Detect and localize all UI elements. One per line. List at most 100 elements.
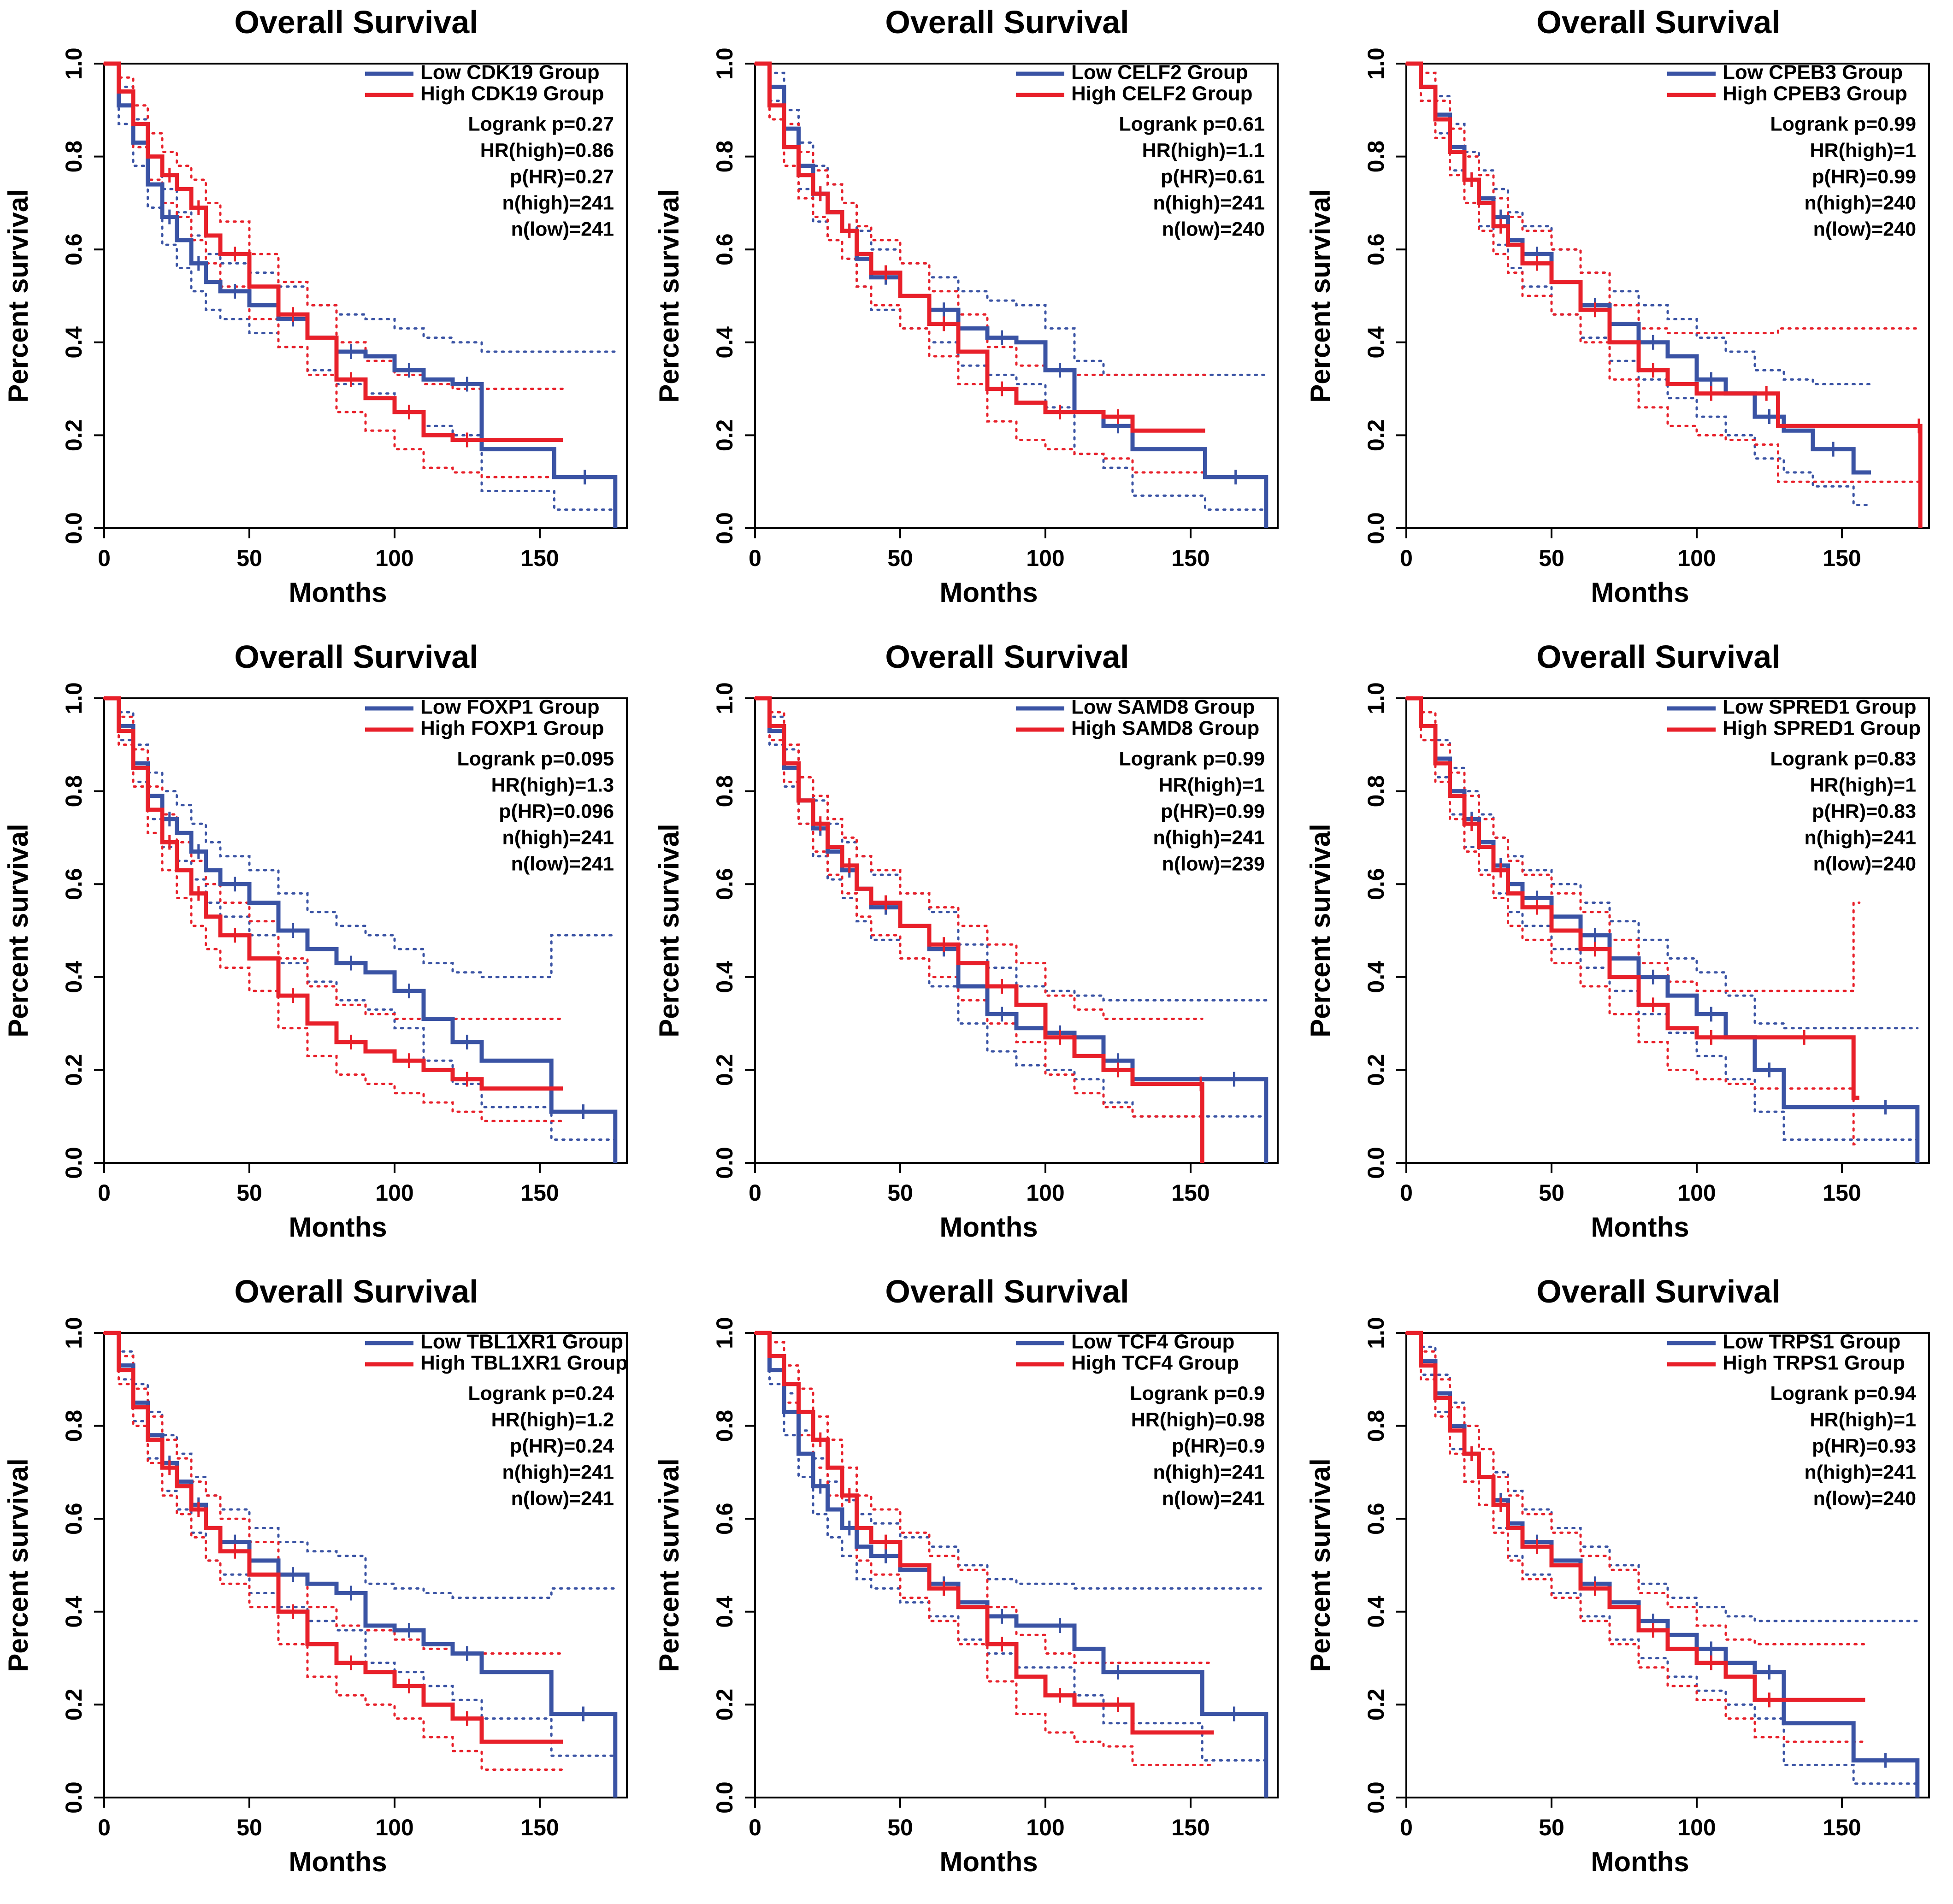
ci-lower-line xyxy=(1405,1332,1919,1785)
legend-label: Low CPEB3 Group xyxy=(1723,61,1903,84)
stat-annotation: HR(high)=0.86 xyxy=(480,139,614,161)
y-tick-label: 0.0 xyxy=(712,1147,738,1179)
x-axis-label: Months xyxy=(289,577,387,608)
stat-annotation: n(high)=241 xyxy=(502,826,614,849)
y-tick-label: 0.6 xyxy=(61,233,87,265)
survival-curve xyxy=(1406,61,1923,528)
y-tick-label: 0.2 xyxy=(712,419,738,452)
y-tick-label: 1.0 xyxy=(712,47,738,80)
y-tick-label: 1.0 xyxy=(61,47,87,80)
y-tick-label: 0.8 xyxy=(1363,141,1389,173)
ci-lower-line xyxy=(1405,62,1922,483)
y-tick-label: 0.0 xyxy=(1363,1147,1389,1179)
x-tick-label: 50 xyxy=(236,1180,262,1206)
x-tick-label: 150 xyxy=(520,1815,559,1840)
plot-frame xyxy=(754,63,1279,529)
stat-annotation: n(low)=240 xyxy=(1813,218,1916,240)
ci-upper-line xyxy=(754,1332,1215,1664)
x-tick-label: 150 xyxy=(1823,545,1861,571)
legend-label: Low TBL1XR1 Group xyxy=(420,1331,623,1353)
ci-upper-line xyxy=(1405,62,1922,335)
x-tick-label: 100 xyxy=(375,545,413,571)
x-tick-label: 100 xyxy=(1026,1180,1064,1206)
x-tick-label: 150 xyxy=(520,1180,559,1206)
plot-frame xyxy=(1405,63,1930,529)
stat-annotation: HR(high)=0.98 xyxy=(1131,1409,1265,1431)
plot-frame xyxy=(754,697,1279,1164)
y-tick-label: 0.0 xyxy=(61,1147,87,1179)
survival-panel: Overall Survival 0.0 0.2 0.4 0.6 0.8 1.0 0 50 100… xyxy=(651,635,1302,1269)
ci-lower-line xyxy=(103,1332,617,1757)
survival-chart: Overall Survival 0.0 0.2 0.4 0.6 0.8 1.0 0 50 100… xyxy=(654,4,1279,608)
x-tick-label: 0 xyxy=(749,1815,761,1840)
ci-upper-line xyxy=(1405,62,1872,385)
stat-annotation: Logrank p=0.27 xyxy=(468,113,614,135)
y-axis-label: Percent survival xyxy=(1305,1458,1336,1672)
x-tick-label: 0 xyxy=(98,1815,111,1840)
chart-title: Overall Survival xyxy=(234,639,478,675)
survival-chart: Overall Survival 0.0 0.2 0.4 0.6 0.8 1.0 0 50 100… xyxy=(3,639,628,1243)
stat-annotation: Logrank p=0.61 xyxy=(1119,113,1265,135)
y-tick-label: 0.6 xyxy=(1363,1503,1389,1535)
y-axis-label: Percent survival xyxy=(654,1458,684,1672)
y-axis-label: Percent survival xyxy=(1305,824,1336,1037)
x-tick-label: 50 xyxy=(887,1815,913,1840)
y-tick-label: 1.0 xyxy=(712,1317,738,1349)
y-tick-label: 0.4 xyxy=(1363,1596,1389,1628)
stat-annotation: HR(high)=1 xyxy=(1810,774,1916,796)
survival-curve xyxy=(104,696,618,1163)
x-tick-label: 50 xyxy=(236,545,262,571)
ci-upper-line xyxy=(103,697,564,1020)
ci-lower-line xyxy=(103,62,617,511)
survival-panel: Overall Survival 0.0 0.2 0.4 0.6 0.8 1.0 0 50 100… xyxy=(1302,0,1953,635)
x-tick-label: 50 xyxy=(1539,1180,1564,1206)
survival-panel: Overall Survival 0.0 0.2 0.4 0.6 0.8 1.0 0 50 100… xyxy=(0,0,651,635)
survival-curve xyxy=(755,696,1204,1163)
chart-title: Overall Survival xyxy=(885,1273,1129,1309)
y-tick-label: 0.4 xyxy=(61,326,87,359)
y-tick-label: 0.0 xyxy=(712,512,738,544)
stat-annotation: n(high)=240 xyxy=(1804,192,1916,214)
stat-annotation: Logrank p=0.83 xyxy=(1770,748,1916,770)
chart-title: Overall Survival xyxy=(885,4,1129,40)
y-tick-label: 0.8 xyxy=(712,141,738,173)
y-tick-label: 0.6 xyxy=(712,1503,738,1535)
x-tick-label: 0 xyxy=(749,545,761,571)
y-axis-label: Percent survival xyxy=(654,824,684,1037)
stat-annotation: p(HR)=0.99 xyxy=(1812,165,1916,188)
y-tick-label: 0.4 xyxy=(712,1596,738,1628)
x-axis-label: Months xyxy=(939,1846,1038,1877)
stat-annotation: Logrank p=0.99 xyxy=(1770,113,1916,135)
x-tick-label: 150 xyxy=(1171,1815,1210,1840)
y-tick-label: 0.4 xyxy=(712,326,738,359)
stat-annotation: n(high)=241 xyxy=(1153,1461,1265,1483)
survival-chart: Overall Survival 0.0 0.2 0.4 0.6 0.8 1.0 0 50 100… xyxy=(3,4,628,608)
ci-upper-line xyxy=(1405,1332,1866,1645)
ci-lower-line xyxy=(754,62,1268,511)
stat-annotation: n(low)=241 xyxy=(511,853,614,875)
y-tick-label: 0.6 xyxy=(61,1503,87,1535)
legend-label: Low CELF2 Group xyxy=(1071,61,1248,84)
x-tick-label: 150 xyxy=(1823,1815,1861,1840)
y-axis-label: Percent survival xyxy=(3,824,34,1037)
survival-panel: Overall Survival 0.0 0.2 0.4 0.6 0.8 1.0 0 50 100… xyxy=(651,0,1302,635)
legend-label: High SPRED1 Group xyxy=(1723,717,1921,740)
y-axis-label: Percent survival xyxy=(654,189,684,403)
ci-upper-line xyxy=(754,1332,1268,1590)
y-tick-label: 0.0 xyxy=(1363,512,1389,544)
stat-annotation: p(HR)=0.99 xyxy=(1161,800,1265,822)
survival-chart: Overall Survival 0.0 0.2 0.4 0.6 0.8 1.0 0 50 100… xyxy=(1305,639,1930,1243)
x-tick-label: 150 xyxy=(520,545,559,571)
stat-annotation: n(low)=240 xyxy=(1813,1487,1916,1509)
y-axis-label: Percent survival xyxy=(3,1458,34,1672)
legend-label: High CPEB3 Group xyxy=(1723,83,1907,105)
survival-curve xyxy=(104,696,563,1091)
y-tick-label: 1.0 xyxy=(1363,682,1389,714)
x-tick-label: 100 xyxy=(375,1815,413,1840)
legend-label: High TRPS1 Group xyxy=(1723,1352,1905,1374)
y-tick-label: 0.2 xyxy=(61,1054,87,1086)
ci-lower-line xyxy=(1405,1332,1866,1743)
y-tick-label: 0.2 xyxy=(712,1689,738,1721)
stat-annotation: HR(high)=1.3 xyxy=(491,774,614,796)
